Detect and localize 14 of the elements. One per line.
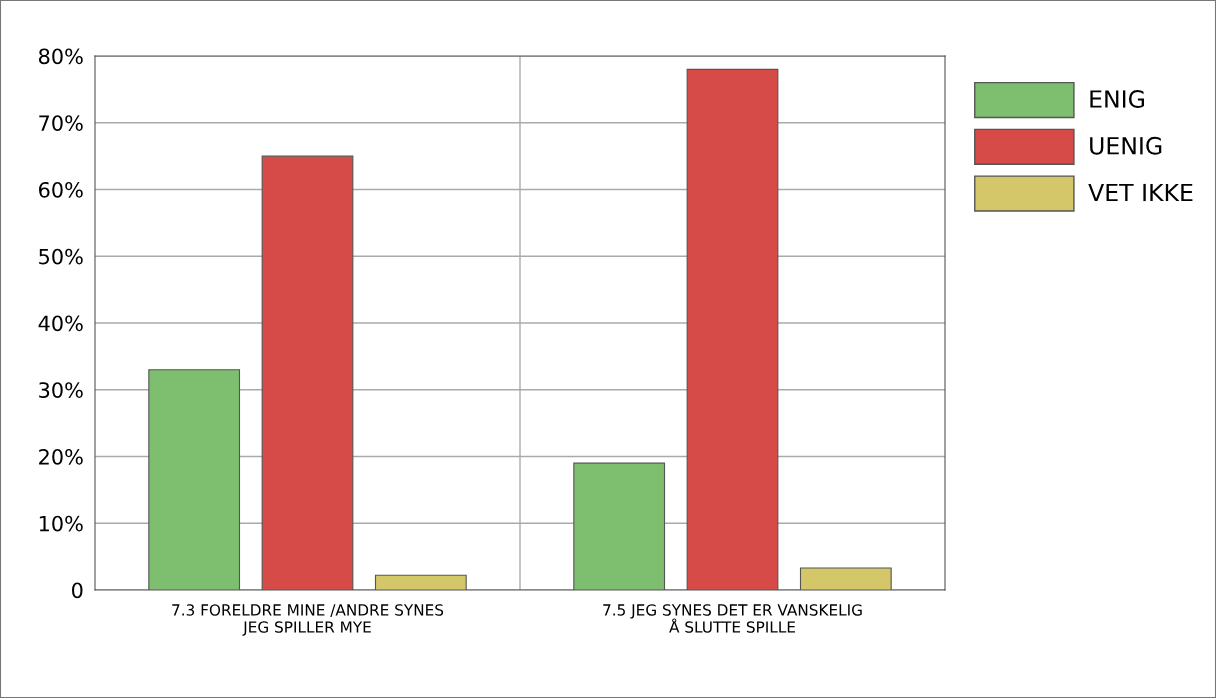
y-tick-label: 80%	[39, 48, 83, 65]
y-tick-label: 10%	[39, 515, 83, 532]
legend-label: UENIG	[1090, 136, 1162, 155]
legend-label: ENIG	[1090, 90, 1144, 108]
y-tick-label: 0	[72, 582, 83, 599]
y-tick-label: 70%	[39, 115, 83, 131]
legend-label: VET IKKE	[1088, 183, 1193, 202]
y-tick-label: 20%	[39, 448, 83, 465]
y-tick-label: 50%	[39, 248, 83, 265]
y-tick-label: 40%	[38, 315, 83, 332]
y-tick-label: 30%	[39, 382, 83, 398]
y-tick-label: 60%	[39, 181, 83, 198]
x-tick-label: 7.5 JEG SYNES DET ER VANSKELIG Å SLUTTE SPILLE	[603, 604, 862, 633]
x-tick-label: 7.3 FORELDRE MINE /ANDRE SYNES JEG SPILLER MYE	[172, 604, 444, 636]
